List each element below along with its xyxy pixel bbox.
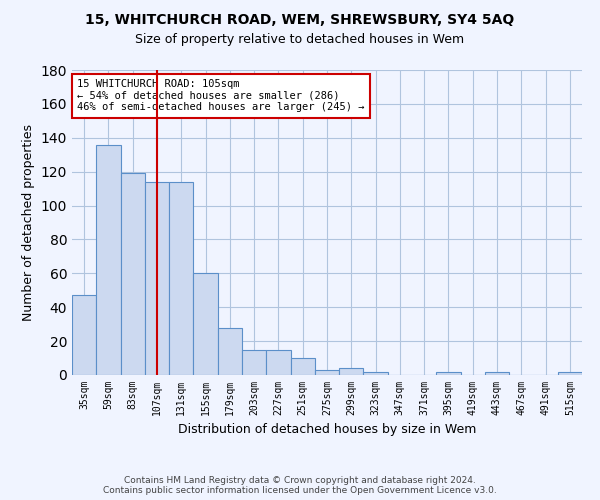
Y-axis label: Number of detached properties: Number of detached properties bbox=[22, 124, 35, 321]
Bar bbox=[121, 174, 145, 375]
Bar bbox=[266, 350, 290, 375]
Bar bbox=[72, 296, 96, 375]
Text: 15, WHITCHURCH ROAD, WEM, SHREWSBURY, SY4 5AQ: 15, WHITCHURCH ROAD, WEM, SHREWSBURY, SY… bbox=[85, 12, 515, 26]
X-axis label: Distribution of detached houses by size in Wem: Distribution of detached houses by size … bbox=[178, 424, 476, 436]
Bar bbox=[193, 274, 218, 375]
Bar bbox=[485, 372, 509, 375]
Bar bbox=[290, 358, 315, 375]
Bar bbox=[169, 182, 193, 375]
Text: Contains HM Land Registry data © Crown copyright and database right 2024.
Contai: Contains HM Land Registry data © Crown c… bbox=[103, 476, 497, 495]
Bar bbox=[96, 144, 121, 375]
Text: 15 WHITCHURCH ROAD: 105sqm
← 54% of detached houses are smaller (286)
46% of sem: 15 WHITCHURCH ROAD: 105sqm ← 54% of deta… bbox=[77, 79, 365, 112]
Bar bbox=[218, 328, 242, 375]
Bar bbox=[242, 350, 266, 375]
Bar bbox=[339, 368, 364, 375]
Bar bbox=[145, 182, 169, 375]
Text: Size of property relative to detached houses in Wem: Size of property relative to detached ho… bbox=[136, 32, 464, 46]
Bar bbox=[315, 370, 339, 375]
Bar bbox=[558, 372, 582, 375]
Bar bbox=[436, 372, 461, 375]
Bar bbox=[364, 372, 388, 375]
